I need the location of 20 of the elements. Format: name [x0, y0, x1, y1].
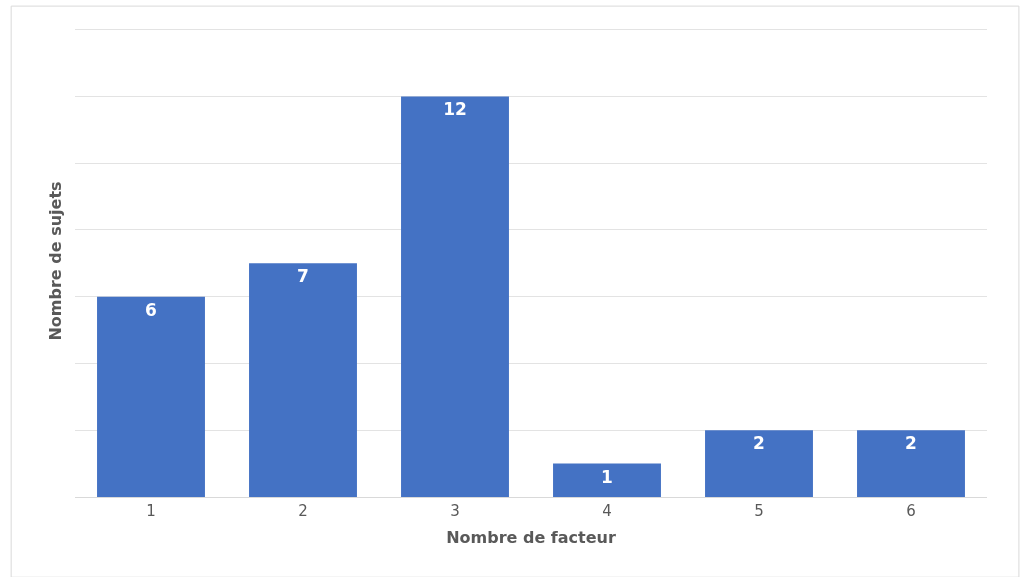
- data-label: 7: [297, 266, 309, 287]
- x-tick-label: 1: [146, 502, 156, 520]
- y-axis-title: Nombre de sujets: [45, 181, 65, 341]
- data-label: 2: [753, 433, 765, 454]
- bar: [97, 296, 205, 497]
- data-label: 6: [145, 299, 157, 320]
- x-axis-title: Nombre de facteur: [446, 527, 616, 547]
- bar: [705, 430, 813, 497]
- data-label: 2: [905, 433, 917, 454]
- data-label: 12: [443, 99, 467, 120]
- x-tick-label: 5: [754, 502, 764, 520]
- data-label: 1: [601, 466, 613, 487]
- x-tick-label: 6: [906, 502, 916, 520]
- x-tick-label: 4: [602, 502, 612, 520]
- bar: [857, 430, 965, 497]
- x-tick-label: 2: [298, 502, 308, 520]
- x-tick-label: 3: [450, 502, 460, 520]
- bar: [249, 263, 357, 497]
- bar: [401, 96, 509, 497]
- bar: [553, 463, 661, 497]
